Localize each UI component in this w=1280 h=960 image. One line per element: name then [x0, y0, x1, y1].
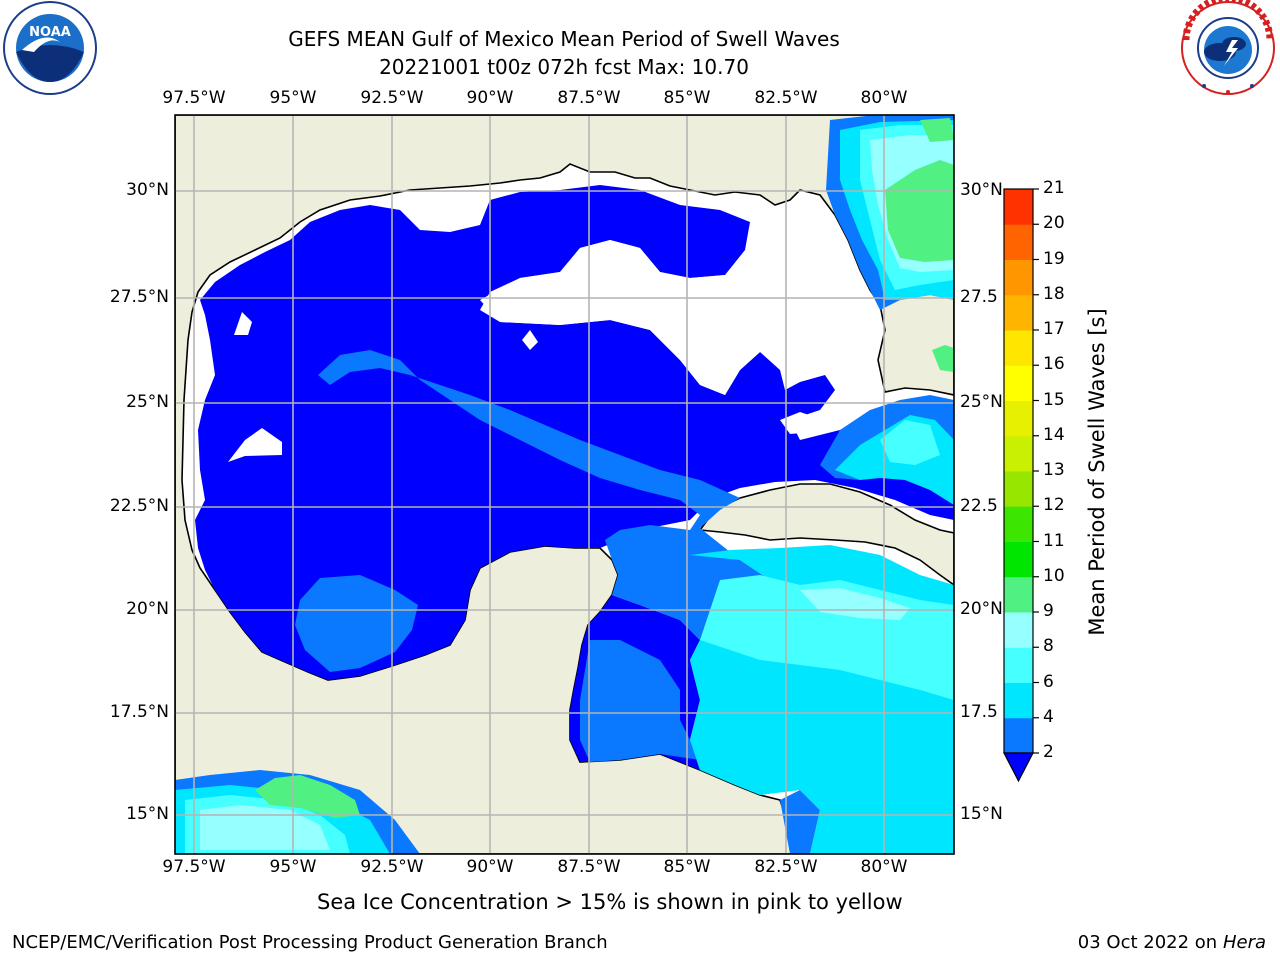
longitude-label-top: 80°W — [860, 88, 908, 108]
land-cuba — [698, 483, 954, 586]
colorbar-tick-label: 4 — [1043, 706, 1054, 727]
colorbar-tick-label: 10 — [1043, 565, 1065, 586]
footer-credit: NCEP/EMC/Verification Post Processing Pr… — [12, 932, 608, 953]
national-weather-service-logo — [1181, 0, 1275, 95]
colorbar-segment — [1004, 576, 1033, 613]
ocean-under-2s — [195, 185, 954, 680]
footer-machine: Hera — [1222, 932, 1266, 953]
noaa-logo: NOAA — [3, 1, 97, 95]
latitude-label-left: 30°N — [126, 180, 169, 200]
longitude-label-bottom: 97.5°W — [162, 857, 226, 877]
colorbar-tick-label: 18 — [1043, 283, 1065, 304]
colorbar-tick-label: 20 — [1043, 213, 1065, 234]
colorbar-tick-label: 15 — [1043, 389, 1065, 410]
longitude-label-top: 82.5°W — [754, 88, 818, 108]
latitude-label-left: 27.5°N — [109, 287, 169, 307]
svg-text:NOAA: NOAA — [29, 25, 71, 40]
colorbar-tick-label: 6 — [1043, 671, 1054, 692]
longitude-label-top: 90°W — [466, 88, 514, 108]
colorbar-label: Mean Period of Swell Waves [s] — [1085, 308, 1109, 636]
colorbar — [1003, 188, 1039, 783]
no-data-patches — [228, 240, 818, 462]
colorbar-segment — [1004, 682, 1033, 719]
colorbar-segment — [1004, 365, 1033, 401]
colorbar-tick-label: 2 — [1043, 742, 1054, 762]
colorbar-segment — [1004, 400, 1033, 437]
longitude-label-bottom: 80°W — [860, 857, 908, 877]
latitude-label-right: 22.5 — [960, 496, 998, 516]
latitude-label-right: 27.5 — [960, 287, 998, 307]
ocean-9-to-10s — [255, 118, 954, 818]
latitude-label-left: 15°N — [126, 804, 169, 824]
latitude-label-right: 15°N — [960, 804, 1003, 824]
colorbar-segment — [1004, 506, 1033, 542]
colorbar-segment — [1004, 224, 1033, 260]
colorbar-tick-label: 8 — [1043, 636, 1054, 657]
colorbar-segment — [1004, 471, 1033, 507]
longitude-label-top: 87.5°W — [557, 88, 621, 108]
colorbar-tick-label: 14 — [1043, 424, 1065, 445]
longitude-label-top: 95°W — [269, 88, 317, 108]
colorbar-segment — [1004, 330, 1033, 366]
latitude-label-left: 17.5°N — [109, 702, 169, 722]
title-line-2: 20221001 t00z 072h fcst Max: 10.70 — [379, 55, 749, 79]
graticule — [175, 115, 954, 854]
latitude-label-right: 17.5 — [960, 702, 998, 722]
colorbar-segment — [1004, 717, 1033, 754]
sea-ice-note: Sea Ice Concentration > 15% is shown in … — [317, 890, 903, 914]
longitude-label-top: 97.5°W — [162, 88, 226, 108]
longitude-label-top: 92.5°W — [360, 88, 424, 108]
longitude-label-top: 85°W — [663, 88, 711, 108]
longitude-label-bottom: 90°W — [466, 857, 514, 877]
footer-date: 03 Oct 2022 on Hera — [1078, 932, 1266, 953]
longitude-label-bottom: 82.5°W — [754, 857, 818, 877]
longitude-label-bottom: 95°W — [269, 857, 317, 877]
map-frame — [174, 114, 955, 855]
colorbar-tick-label: 13 — [1043, 460, 1065, 480]
colorbar-segment — [1004, 294, 1033, 331]
footer-date-text: 03 Oct 2022 on — [1077, 932, 1223, 953]
colorbar-under-extension — [1003, 752, 1034, 783]
colorbar-tick-label: 11 — [1043, 530, 1065, 551]
title-line-1: GEFS MEAN Gulf of Mexico Mean Period of … — [288, 27, 840, 51]
colorbar-tick-label: 9 — [1043, 601, 1054, 621]
colorbar-tick-label: 12 — [1043, 495, 1065, 516]
longitude-label-bottom: 92.5°W — [360, 857, 424, 877]
colorbar-segment — [1004, 435, 1033, 472]
colorbar-segment — [1004, 259, 1033, 296]
longitude-label-bottom: 85°W — [663, 857, 711, 877]
longitude-label-bottom: 87.5°W — [557, 857, 621, 877]
colorbar-segment — [1004, 541, 1033, 578]
latitude-label-left: 22.5°N — [109, 496, 169, 516]
latitude-label-left: 25°N — [126, 392, 169, 412]
colorbar-segment — [1004, 189, 1033, 225]
colorbar-tick-label: 16 — [1043, 354, 1065, 375]
colorbar-segment — [1004, 647, 1033, 683]
colorbar-tick-label: 19 — [1043, 248, 1065, 269]
latitude-label-right: 25°N — [960, 392, 1003, 412]
latitude-label-right: 30°N — [960, 180, 1003, 200]
latitude-label-right: 20°N — [960, 599, 1003, 619]
colorbar-tick-label: 17 — [1043, 319, 1065, 339]
colorbar-tick-label: 21 — [1043, 178, 1065, 198]
latitude-label-left: 20°N — [126, 599, 169, 619]
map-plot — [175, 115, 954, 854]
colorbar-segment — [1004, 612, 1033, 648]
